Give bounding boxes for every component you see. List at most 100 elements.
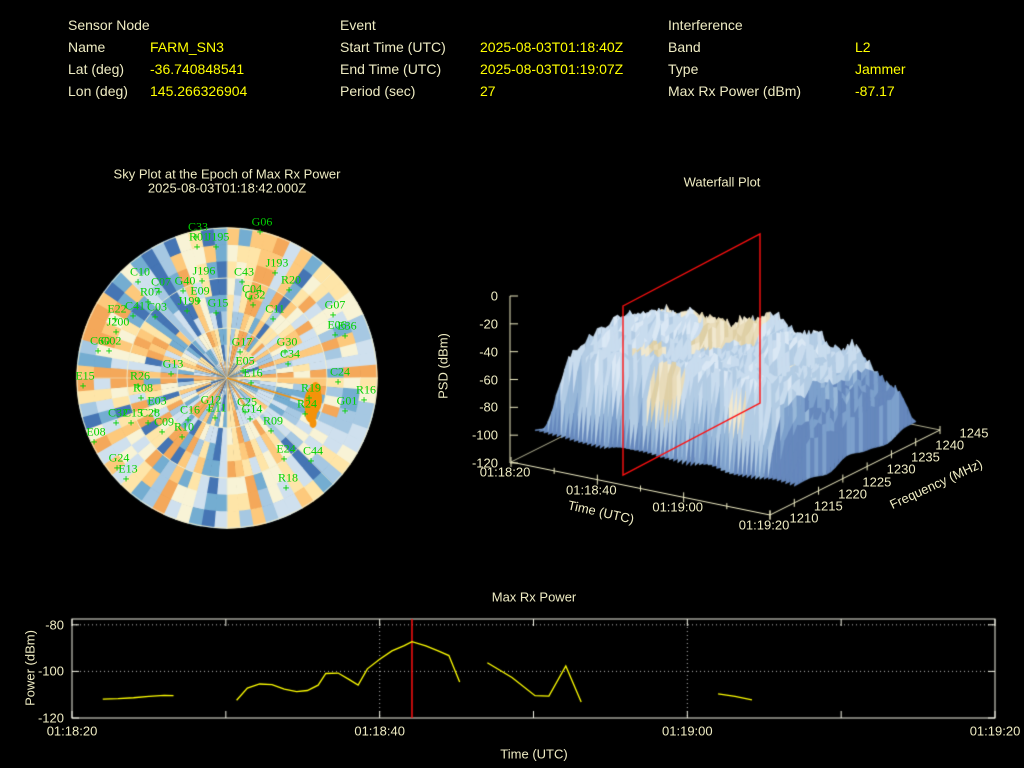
satellite-label-g17: G17 [231,334,253,349]
satellite-label-j196: J196 [192,263,216,278]
satellite-label-c32: C32 [107,405,129,420]
satellite-marker: + [112,324,120,339]
satellite-marker: + [194,293,202,308]
psd-tick-label: -80 [479,399,498,415]
satellite-label-e22: E22 [107,301,127,316]
psd-tick-label: -20 [479,316,498,332]
satellite-marker: + [127,415,135,430]
satellite-marker: + [122,471,130,486]
power-tick-label: -120 [37,710,64,726]
psd-axis-label: PSD (dBm) [435,333,451,399]
interference-band-label: Band [668,39,701,55]
satellite-label-e24: E24 [276,441,296,456]
event-end-value: 2025-08-03T01:19:07Z [480,61,624,77]
satellite-label-j195: J195 [206,229,230,244]
satellite-marker: + [238,274,246,289]
satellite-marker: + [144,294,152,309]
satellite-marker: + [212,305,220,320]
satellite-marker: + [271,265,279,280]
satellite-marker: + [334,374,342,389]
satellite-marker: + [183,303,191,318]
satellite-label-r24: R24 [296,396,318,411]
satellite-label-c41: C41 [124,298,146,313]
satellite-label-c07: C07 [150,274,172,289]
satellite-marker: + [211,410,219,425]
satellite-marker: + [269,311,277,326]
sensor-section-title: Sensor Node [68,17,150,33]
event-period-label: Period (sec) [340,83,416,99]
satellite-marker: + [284,356,292,371]
satellite-marker: + [105,343,113,358]
waterfall-time-tick-label: 01:18:40 [566,482,617,498]
satellite-label-r26: R26 [129,368,151,383]
satellite-label-c60: C60 [89,333,111,348]
satellite-label-g12: G12 [200,392,222,407]
satellite-label-g06: G06 [251,214,273,229]
power-tick-label: -80 [45,617,64,633]
satellite-label-g01: G01 [336,393,358,408]
psd-tick-label: -100 [471,427,498,443]
satellite-marker: + [184,412,192,427]
time-axis-label: Time (UTC) [500,746,568,762]
satellite-label-r07: R07 [139,284,161,299]
satellite-marker: + [331,327,339,342]
waterfall-time-tick-label: 01:19:00 [652,499,703,515]
satellite-marker: + [305,390,313,405]
satellite-label-c09: C09 [153,414,175,429]
satellite-marker: + [236,344,244,359]
satellite-marker: + [90,434,98,449]
satellite-marker: + [129,308,137,323]
satellite-marker: + [178,429,186,444]
waterfall-time-tick-label: 01:18:20 [479,464,531,480]
satellite-label-c25: C25 [236,394,258,409]
satellite-label-e03: E03 [147,393,167,408]
satellite-marker: + [280,451,288,466]
satellite-label-j199: J199 [177,293,201,308]
satellite-label-g13: G13 [162,356,184,371]
satellite-label-g02: G02 [100,333,122,348]
power-axis-label: Power (dBm) [22,630,38,706]
satellite-marker: + [192,229,200,244]
satellite-label-e06: E06 [327,317,347,332]
psd-tick-label: -40 [479,344,498,360]
frequency-tick-label: 1245 [959,425,989,441]
frequency-tick-label: 1220 [838,486,868,502]
satellite-marker: + [155,284,163,299]
satellite-marker: + [301,406,309,421]
event-section-title: Event [340,17,376,33]
satellite-label-e13: E13 [118,461,138,476]
satellite-marker: + [94,343,102,358]
satellite-label-j200: J200 [106,314,130,329]
satellite-marker: + [205,402,213,417]
skyplot-title: Sky Plot at the Epoch of Max Rx Power [113,166,341,182]
time-tick-label: 01:18:40 [354,723,405,739]
satellite-marker: + [144,415,152,430]
waterfall-title: Waterfall Plot [683,174,761,190]
satellite-label-j193: J193 [265,255,289,270]
sensor-name-value: FARM_SN3 [150,39,224,55]
interference-power-label: Max Rx Power (dBm) [668,83,802,99]
psd-tick-label: 0 [490,288,498,304]
satellite-marker: + [167,366,175,381]
satellite-marker: + [158,424,166,439]
satellite-label-c10: C10 [129,264,151,279]
satellite-label-c11: C11 [265,301,285,316]
satellite-label-e36: E36 [337,318,357,333]
satellite-label-c28: C28 [139,405,161,420]
satellite-marker: + [239,363,247,378]
satellite-label-c03: C03 [146,299,168,314]
event-start-label: Start Time (UTC) [340,39,446,55]
time-tick-label: 01:19:00 [662,723,713,739]
psd-tick-label: -120 [471,455,498,471]
frequency-tick-label: 1235 [910,449,940,465]
satellite-marker: + [267,423,275,438]
interference-type-value: Jammer [855,61,906,77]
power-tick-label: -100 [37,663,64,679]
satellite-label-e11: E11 [207,400,227,415]
satellite-marker: + [246,411,254,426]
waterfall-time-tick-label: 01:19:20 [738,517,790,533]
satellite-marker: + [151,309,159,324]
satellite-label-g14: G14 [241,401,263,416]
satellite-label-e16: E16 [243,365,263,380]
satellite-marker: + [246,291,254,306]
